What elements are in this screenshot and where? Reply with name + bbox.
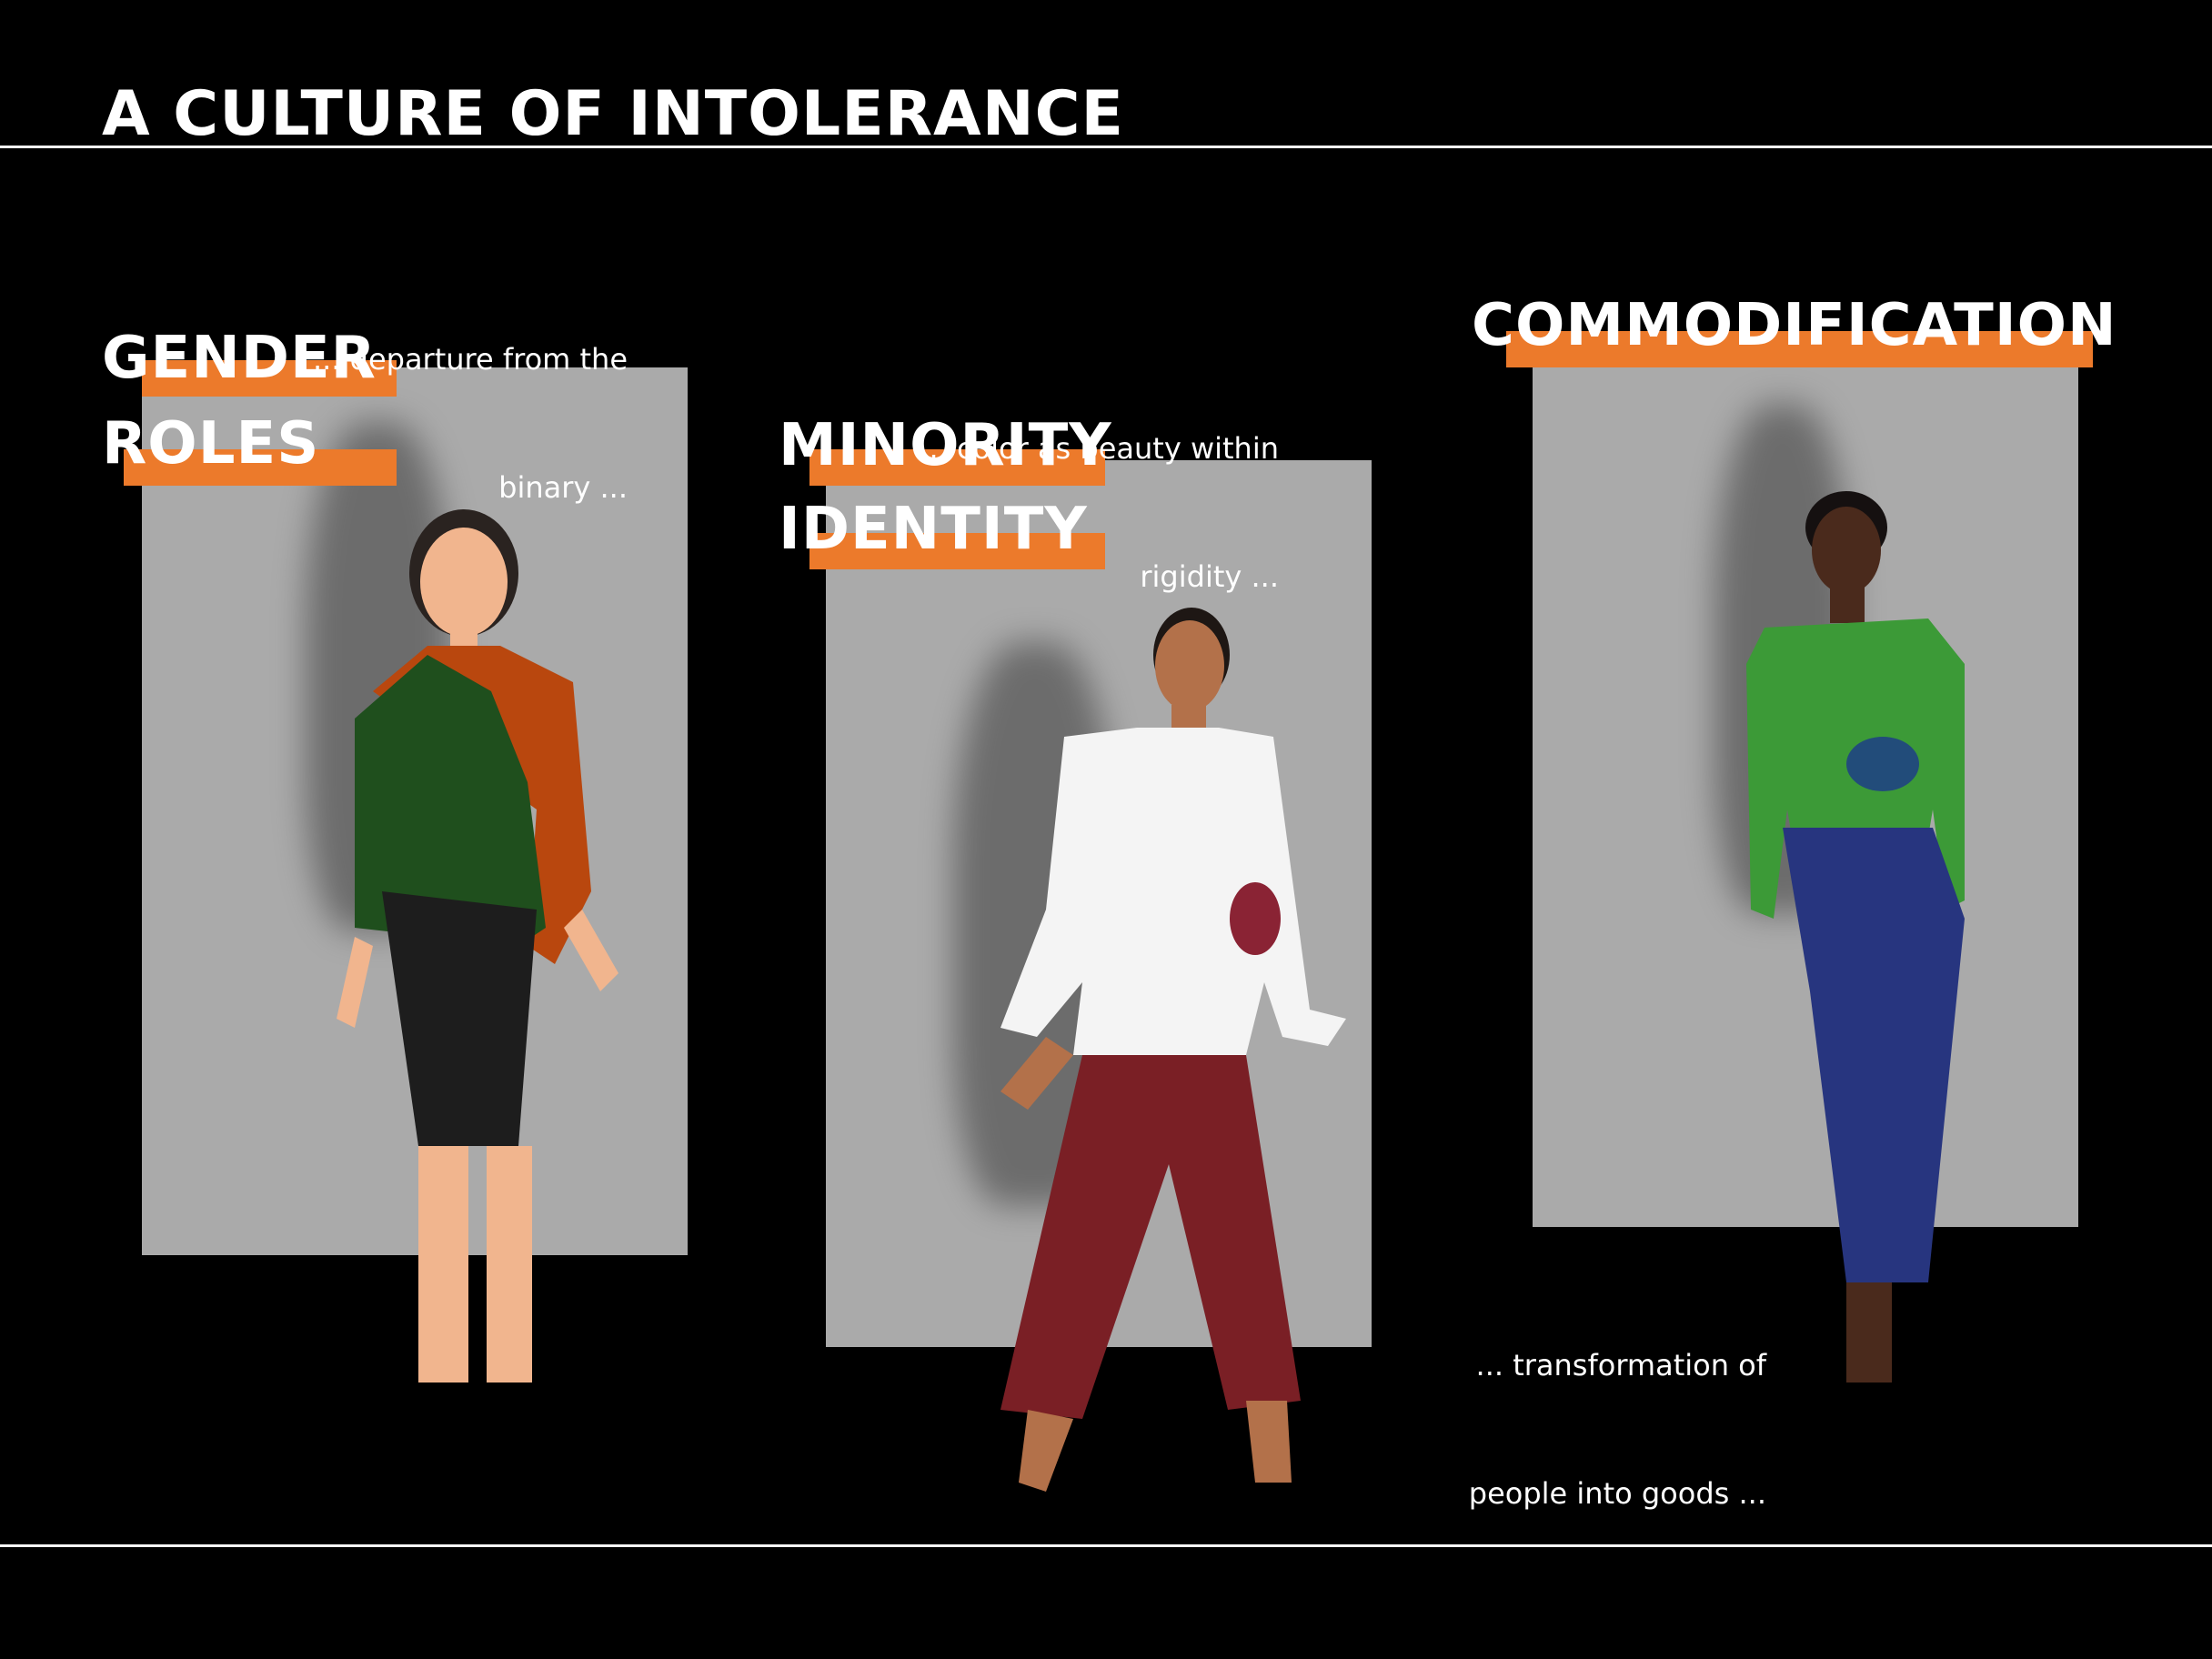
commodification-figure-illustration — [1746, 491, 1965, 1382]
minority-identity-note-line1: ... color as beauty within — [920, 431, 1279, 466]
commodification-note-line1: ... transformation of — [1475, 1348, 1766, 1382]
roles-highlight-bar — [124, 449, 397, 486]
minority-identity-note: ... color as beauty within rigidity ... — [860, 342, 1279, 641]
gender-roles-note: ... departure from the binary ... — [264, 253, 628, 552]
minority-identity-note-line2: rigidity ... — [1140, 559, 1279, 594]
gender-roles-figure-illustration — [337, 509, 618, 1382]
minority-identity-figure-illustration — [1000, 608, 1346, 1492]
minority-identity-heading-line1: MINORITY — [779, 412, 1112, 479]
gender-roles-heading-line1: GENDER — [102, 325, 377, 392]
commodification-highlight-bar — [1506, 331, 2093, 367]
gender-roles-note-line2: binary ... — [498, 470, 628, 505]
commodification-heading: COMMODIFICATION — [1472, 292, 2117, 359]
top-divider — [0, 146, 2212, 148]
gender-highlight-bar — [142, 360, 397, 397]
page-title: A CULTURE OF INTOLERANCE — [102, 78, 1124, 150]
gender-roles-heading-line2: ROLES — [102, 410, 320, 478]
commodification-note-line2: people into goods ... — [1468, 1476, 1766, 1511]
minority-identity-heading-line2: IDENTITY — [779, 496, 1088, 563]
gender-roles-note-line1: ... departure from the — [312, 342, 628, 377]
minority-highlight-bar — [809, 449, 1105, 486]
bottom-divider — [0, 1544, 2212, 1547]
identity-highlight-bar — [809, 533, 1105, 569]
commodification-note: ... transformation of people into goods … — [1384, 1259, 1766, 1558]
